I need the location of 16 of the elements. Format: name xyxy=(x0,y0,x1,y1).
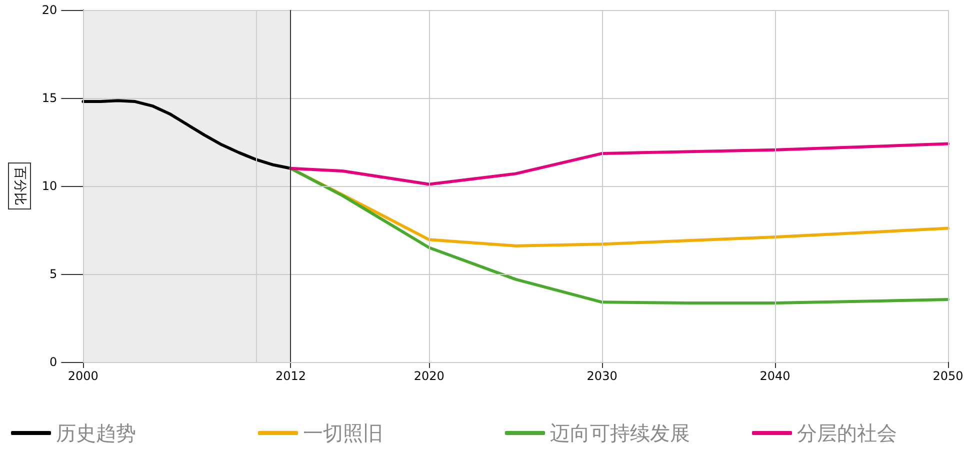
legend-label: 分层的社会 xyxy=(797,421,897,445)
y-tick-label: 0 xyxy=(50,355,58,369)
x-tick-label: 2020 xyxy=(414,369,444,383)
x-tick-label: 2050 xyxy=(932,369,964,383)
x-tick-label: 2040 xyxy=(760,369,790,383)
legend-label: 一切照旧 xyxy=(303,421,383,445)
y-tick-label: 10 xyxy=(42,179,58,193)
x-tick-label: 2030 xyxy=(586,369,618,383)
y-tick-label: 20 xyxy=(42,3,58,17)
x-tick-label: 2012 xyxy=(275,369,306,383)
legend-label: 迈向可持续发展 xyxy=(550,421,690,445)
y-axis-title: 百分比 xyxy=(12,166,27,206)
x-tick-label: 2000 xyxy=(68,369,98,383)
y-tick-label: 5 xyxy=(50,267,58,281)
legend-label: 历史趋势 xyxy=(56,421,136,445)
y-tick-label: 15 xyxy=(42,91,58,105)
